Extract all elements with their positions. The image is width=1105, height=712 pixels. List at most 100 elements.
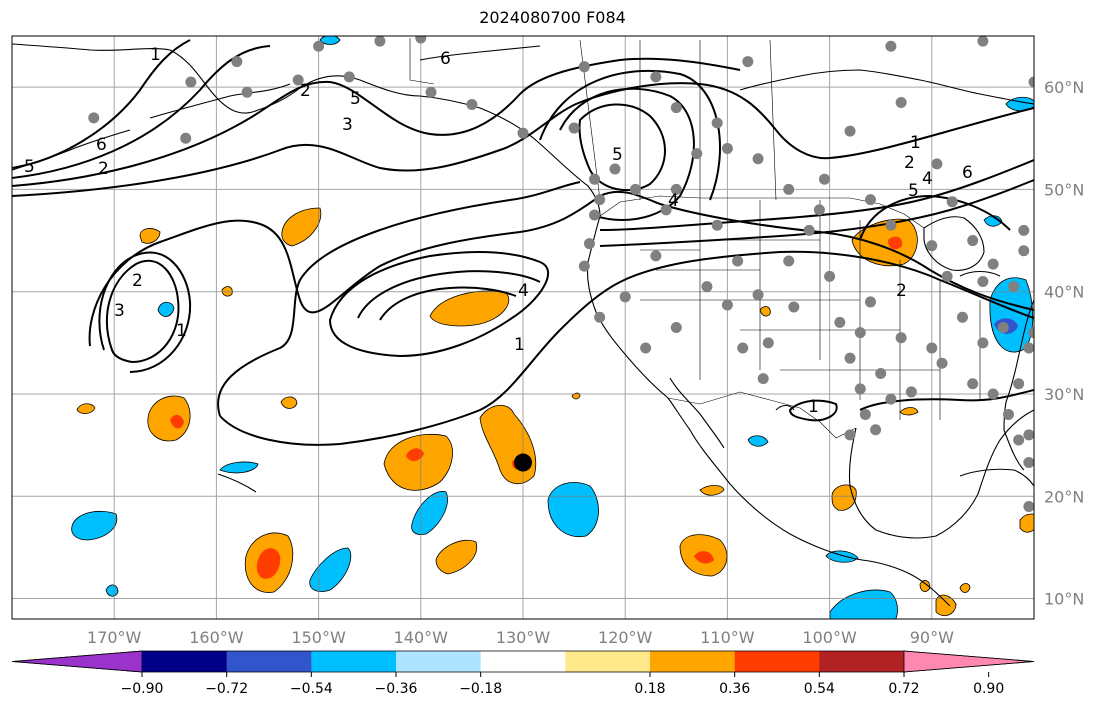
station-dot	[466, 99, 478, 111]
station-dot	[967, 378, 979, 390]
station-dot	[737, 342, 749, 354]
station-dot	[313, 40, 325, 52]
shade-blob	[851, 218, 918, 267]
lon-tick-label: 110°W	[700, 628, 755, 647]
station-dot	[885, 40, 897, 52]
map-title: 2024080700 F084	[479, 8, 626, 27]
colorbar-tick-label: −0.90	[121, 681, 164, 697]
lat-tick-label: 10°N	[1044, 590, 1084, 609]
station-dot	[1008, 281, 1020, 293]
contour-8	[328, 251, 550, 358]
station-dot	[619, 291, 631, 303]
shade-blob	[935, 594, 957, 617]
station-dot	[844, 429, 856, 441]
station-dot	[875, 368, 887, 380]
station-dot	[936, 357, 948, 369]
station-dot	[578, 260, 590, 272]
shade-blob	[825, 550, 859, 563]
florida	[1003, 429, 1025, 471]
contour-18	[788, 399, 838, 422]
lon-tick-label: 160°W	[189, 628, 244, 647]
contour-12	[219, 250, 1034, 446]
lon-tick-label: 100°W	[802, 628, 857, 647]
station-dot	[594, 311, 606, 323]
positive-shading	[76, 207, 1034, 617]
station-dot	[1013, 378, 1025, 390]
colorbar	[11, 650, 1035, 673]
colorbar-tick-label: 0.72	[888, 681, 919, 697]
station-dot	[1033, 366, 1034, 371]
shade-blob	[831, 484, 857, 511]
contour-19	[859, 389, 1034, 411]
station-dot	[905, 386, 917, 398]
station-dot	[788, 301, 800, 313]
arctic-coast	[419, 45, 541, 61]
station-dot	[241, 86, 253, 98]
lon-tick-label: 150°W	[291, 628, 346, 647]
station-dot	[864, 194, 876, 206]
station-dot	[609, 163, 621, 175]
shade-core	[694, 551, 714, 564]
station-dot	[813, 204, 825, 216]
contour-label: 2	[98, 159, 109, 179]
colorbar-segment	[819, 651, 905, 672]
lat-tick-label: 50°N	[1044, 180, 1084, 199]
shade-blob	[1019, 513, 1034, 533]
station-dot	[977, 275, 989, 287]
west-coast	[586, 215, 951, 607]
contour-15	[539, 69, 721, 201]
station-dot	[1018, 245, 1030, 257]
station-dot	[844, 125, 856, 137]
shade-blob	[435, 539, 478, 575]
station-dot	[1018, 224, 1030, 236]
station-dot	[1023, 342, 1034, 354]
canada-provinces	[579, 39, 777, 201]
station-dot	[88, 112, 100, 124]
shade-blob	[139, 228, 161, 244]
station-dot	[931, 158, 943, 170]
station-dot	[670, 322, 682, 333]
contour-label: 2	[132, 271, 143, 291]
shade-blob	[219, 461, 259, 474]
alaska-coast	[12, 43, 601, 217]
station-dot	[762, 337, 774, 349]
station-dot	[1028, 327, 1034, 339]
station-dot	[578, 61, 590, 73]
contour-20	[859, 194, 1011, 241]
contour-label: 2	[896, 281, 907, 301]
station-dot	[589, 173, 601, 185]
lat-tick-label: 30°N	[1044, 385, 1084, 404]
contour-label: 1	[808, 397, 819, 417]
contour-label: 2	[904, 153, 915, 173]
shade-blob	[699, 485, 725, 496]
shade-blob	[157, 301, 175, 317]
shade-blob	[281, 207, 322, 247]
station-dot	[1023, 429, 1034, 441]
lon-tick-label: 90°W	[910, 628, 954, 647]
station-dot	[1002, 408, 1014, 420]
contour-13	[578, 103, 666, 192]
shade-blob	[383, 433, 453, 491]
station-dot	[854, 327, 866, 339]
station-dot	[701, 281, 713, 293]
shade-blob	[429, 290, 510, 327]
contour-label: 4	[922, 169, 933, 189]
contour-label: 2	[300, 81, 311, 101]
gridlines	[12, 36, 1034, 619]
station-dot	[844, 352, 856, 364]
station-dot	[292, 74, 304, 86]
colorbar-tick-label: −0.54	[290, 681, 333, 697]
longitude-labels: 170°W 160°W 150°W 140°W 130°W 120°W 110°W 100°W…	[87, 628, 954, 647]
shade-blob	[105, 584, 119, 597]
contour-label: 6	[96, 135, 107, 155]
station-dot	[650, 250, 662, 262]
station-dot	[343, 71, 355, 83]
shade-blob	[280, 396, 298, 409]
baja	[669, 377, 725, 449]
station-dot	[650, 71, 662, 83]
colorbar-tick-label: −0.18	[459, 681, 502, 697]
gulf-coast	[848, 409, 1034, 539]
station-dot	[425, 86, 437, 98]
colorbar-max-extension	[903, 650, 1035, 673]
shade-blob	[959, 583, 971, 593]
